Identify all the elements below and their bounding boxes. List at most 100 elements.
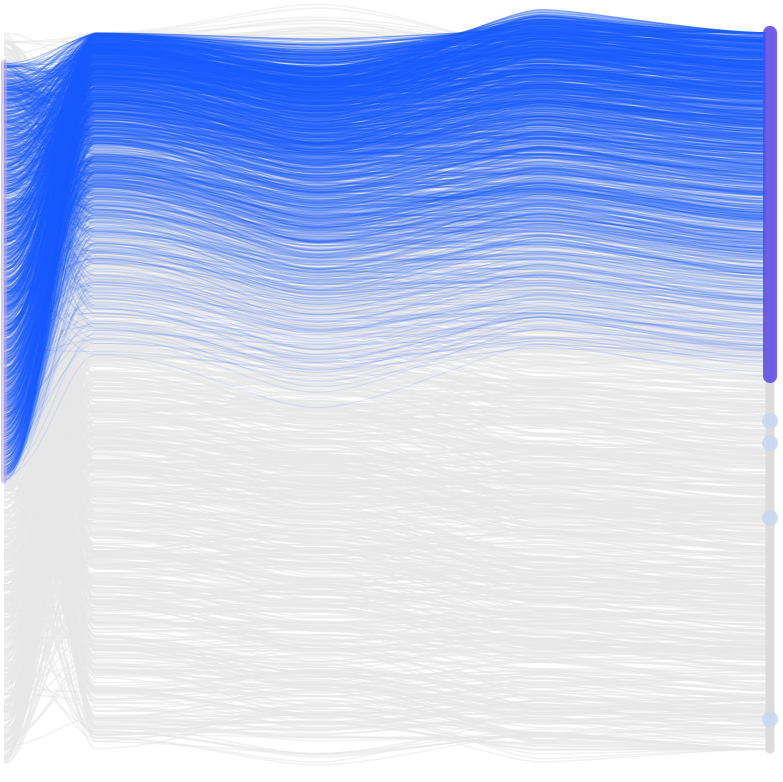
highlight-line: [3, 170, 771, 416]
highlight-line: [3, 56, 771, 347]
highlight-line: [3, 102, 771, 301]
highlight-line: [3, 83, 771, 119]
highlight-line: [3, 160, 771, 221]
highlight-line: [3, 173, 771, 421]
context-line: [3, 434, 771, 540]
highlight-line: [3, 150, 771, 207]
context-line: [3, 251, 771, 683]
highlight-line: [3, 231, 771, 294]
highlight-line: [3, 135, 771, 193]
context-line: [3, 336, 771, 449]
highlight-line: [3, 119, 771, 481]
highlight-line: [3, 132, 771, 397]
context-line: [3, 549, 771, 755]
highlight-line: [3, 78, 771, 143]
highlight-line: [3, 176, 771, 429]
highlight-line: [3, 133, 771, 271]
highlight-line: [3, 97, 771, 154]
highlight-line: [3, 251, 771, 424]
highlight-line: [3, 179, 771, 428]
highlight-line: [3, 59, 771, 265]
highlight-line: [3, 158, 771, 277]
highlight-line: [3, 70, 771, 118]
highlight-line: [3, 202, 771, 256]
highlight-line: [3, 36, 771, 481]
highlight-line: [3, 255, 771, 316]
highlight-line: [3, 62, 771, 137]
highlight-line: [3, 66, 771, 424]
highlight-line: [3, 26, 771, 136]
context-line: [3, 222, 771, 746]
highlight-line: [3, 338, 771, 434]
highlight-line: [3, 116, 771, 372]
highlight-line: [3, 18, 771, 81]
highlight-line: [3, 187, 771, 332]
highlight-line: [3, 39, 771, 465]
highlight-line: [3, 182, 771, 249]
highlight-line: [3, 28, 771, 275]
highlight-line: [3, 130, 771, 289]
highlight-line: [3, 65, 771, 357]
context-line: [3, 276, 771, 705]
highlight-line: [3, 79, 771, 112]
highlight-line: [3, 83, 771, 183]
highlight-line: [3, 214, 771, 426]
highlight-line: [3, 85, 771, 472]
context-line: [3, 50, 771, 748]
highlight-line: [3, 73, 771, 155]
context-line: [3, 44, 771, 146]
highlight-line: [3, 50, 771, 102]
highlight-line: [3, 54, 771, 360]
highlight-line: [3, 198, 771, 406]
highlight-line: [3, 155, 771, 249]
highlight-line: [3, 125, 771, 218]
highlight-line: [3, 124, 771, 184]
context-line: [3, 46, 771, 147]
highlight-line: [3, 86, 771, 328]
highlight-line: [3, 175, 771, 306]
highlight-line: [3, 184, 771, 435]
context-line: [3, 516, 771, 557]
highlight-line: [3, 34, 771, 168]
context-line: [3, 152, 771, 296]
highlight-line: [3, 55, 771, 84]
highlight-line: [3, 130, 771, 250]
highlight-line: [3, 43, 771, 221]
highlight-line: [3, 84, 771, 252]
highlight-line: [3, 154, 771, 252]
highlight-line: [3, 73, 771, 145]
highlight-line: [3, 294, 771, 419]
highlight-line: [3, 72, 771, 193]
highlight-line: [3, 75, 771, 290]
highlight-line: [3, 78, 771, 381]
highlight-line: [3, 16, 771, 86]
highlight-line: [3, 75, 771, 314]
highlight-line: [3, 171, 771, 230]
highlight-line: [3, 35, 771, 332]
highlight-line: [3, 182, 771, 435]
highlight-line: [3, 152, 771, 308]
context-line: [3, 110, 771, 423]
highlight-line: [3, 329, 771, 375]
context-line: [3, 377, 771, 488]
highlight-line: [3, 43, 771, 130]
highlight-line: [3, 78, 771, 203]
highlight-line: [3, 129, 771, 282]
highlight-line: [3, 205, 771, 313]
highlight-line: [3, 194, 771, 241]
highlight-line: [3, 22, 771, 146]
highlight-line: [3, 78, 771, 409]
context-line: [3, 366, 771, 425]
highlight-line: [3, 53, 771, 108]
highlight-line: [3, 50, 771, 148]
context-line: [3, 362, 771, 673]
highlight-line: [3, 37, 771, 416]
highlight-line: [3, 160, 771, 384]
highlight-line: [3, 38, 771, 195]
highlight-line: [3, 40, 771, 241]
highlight-line: [3, 23, 771, 156]
highlight-line: [3, 30, 771, 359]
highlight-line: [3, 138, 771, 383]
highlight-line: [3, 184, 771, 337]
highlight-line: [3, 40, 771, 301]
